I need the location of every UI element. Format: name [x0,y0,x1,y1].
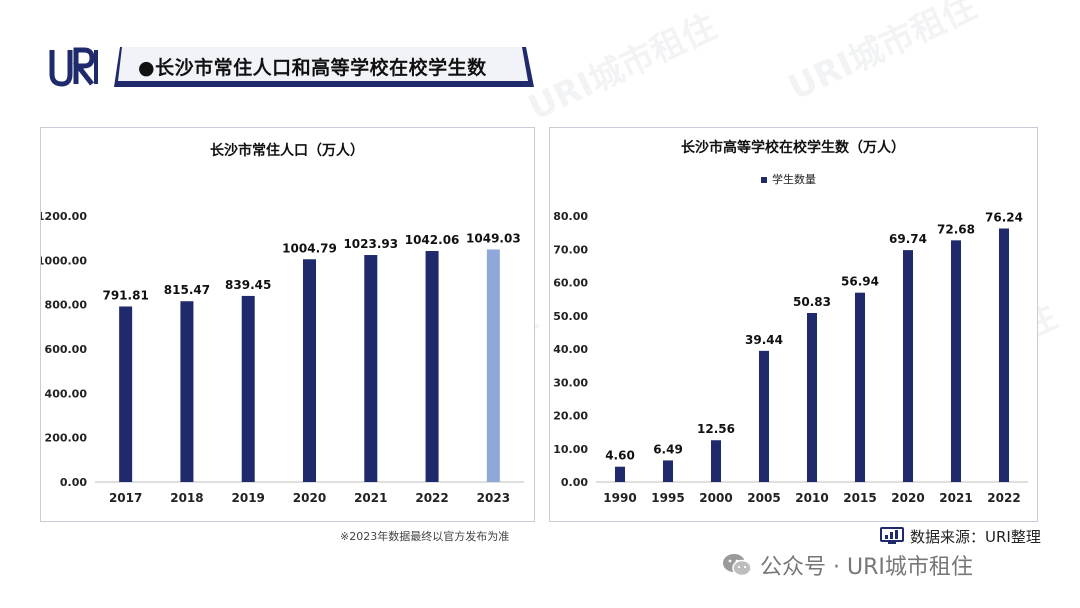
data-label: 72.68 [937,222,975,236]
data-label: 6.49 [653,442,683,456]
bar [807,312,817,482]
source-text: 数据来源：URI整理 [910,527,1041,546]
watermark: URI城市租住 [522,6,723,129]
data-label: 12.56 [697,422,735,436]
x-tick-label: 2020 [891,491,924,505]
bar [303,259,316,482]
banner-shape [114,47,534,87]
bar [903,250,913,482]
students-chart-panel: 长沙市高等学校在校学生数（万人） 学生数量 0.00 10.00 20.00 30.0… [549,127,1038,522]
data-label: 839.45 [225,278,271,292]
x-tick-label: 2019 [232,491,265,505]
y-tick-label: 1200.00 [41,210,87,223]
x-tick-label: 2022 [415,491,448,505]
data-label: 76.24 [985,211,1023,225]
bar [425,251,439,482]
bar [951,240,961,482]
data-label: 56.94 [841,275,879,289]
x-tick-label: 1995 [651,491,684,505]
x-tick-label: 2021 [939,491,972,505]
y-tick-label: 0.00 [561,476,588,489]
data-label: 1004.79 [282,241,337,255]
y-tick-label: 10.00 [553,443,588,456]
data-label: 815.47 [164,283,210,297]
data-label: 39.44 [745,333,783,347]
bar [855,292,865,482]
data-label: 4.60 [605,449,635,463]
bar [180,301,194,482]
data-source: 数据来源：URI整理 [880,525,1041,547]
bar [759,350,769,482]
title-banner: ●长沙市常住人口和高等学校在校学生数 [114,45,540,89]
monitor-chart-icon [880,527,904,544]
y-tick-label: 400.00 [45,387,88,400]
y-tick-label: 20.00 [553,410,588,423]
footnote: ※2023年数据最终以官方发布为准 [340,530,510,543]
students-chart: 长沙市高等学校在校学生数（万人） 学生数量 0.00 10.00 20.00 30.0… [553,139,1028,505]
bar [999,228,1009,482]
bar [364,255,378,482]
data-label: 69.74 [889,232,927,246]
data-label: 1049.03 [466,231,521,245]
bar [711,440,721,482]
population-chart: 长沙市常住人口（万人） 0.00 200.00 400.00 600.00 800.00… [41,142,524,505]
uri-logo [49,47,98,87]
bar [486,249,500,482]
chart-title: 长沙市常住人口（万人） [210,142,364,159]
x-tick-label: 2020 [293,491,326,505]
chart-title: 长沙市高等学校在校学生数（万人） [681,139,905,156]
x-tick-label: 2015 [843,491,876,505]
y-tick-label: 0.00 [60,476,87,489]
data-label: 1042.06 [405,233,460,247]
page-title: ●长沙市常住人口和高等学校在校学生数 [138,57,487,79]
y-tick-label: 70.00 [553,243,588,256]
legend-label: 学生数量 [772,172,816,186]
x-tick-label: 2022 [987,491,1020,505]
y-tick-label: 600.00 [45,343,88,356]
y-tick-label: 1000.00 [41,254,87,267]
x-tick-label: 2000 [699,491,732,505]
y-tick-label: 800.00 [45,299,88,312]
x-tick-label: 2021 [354,491,387,505]
y-tick-label: 40.00 [553,343,588,356]
x-tick-label: 2005 [747,491,780,505]
y-tick-label: 50.00 [553,310,588,323]
wechat-icon [723,554,752,577]
x-tick-label: 2017 [109,491,142,505]
bar [615,466,625,482]
y-tick-label: 30.00 [553,376,588,389]
bullet-icon: ● [138,57,156,79]
data-label: 1023.93 [343,237,398,251]
y-tick-label: 200.00 [45,432,88,445]
bar [241,295,255,482]
x-tick-label: 2023 [477,491,510,505]
wechat-account: 公众号 · URI城市租住 [722,550,973,580]
x-tick-label: 2018 [170,491,203,505]
y-tick-label: 60.00 [553,277,588,290]
wechat-label: 公众号 · URI城市租住 [760,555,973,580]
legend-swatch [761,177,767,183]
data-label: 50.83 [793,295,831,309]
y-tick-label: 80.00 [553,210,588,223]
x-tick-label: 2010 [795,491,828,505]
population-chart-panel: 长沙市常住人口（万人） 0.00 200.00 400.00 600.00 800.00… [40,127,535,522]
watermark: URI城市租住 [782,0,983,109]
data-label: 791.81 [102,288,148,302]
bar [663,460,673,482]
x-tick-label: 1990 [603,491,636,505]
bar [119,306,133,482]
